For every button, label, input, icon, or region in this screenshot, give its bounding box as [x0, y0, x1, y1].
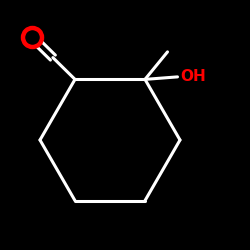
Text: OH: OH — [180, 70, 206, 84]
